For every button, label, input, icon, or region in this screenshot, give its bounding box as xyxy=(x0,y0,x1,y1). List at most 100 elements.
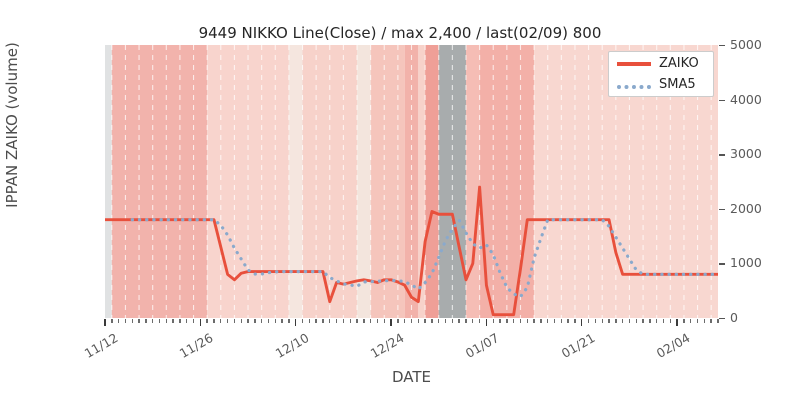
x-tick-mark-minor xyxy=(567,319,569,323)
background-band xyxy=(105,45,112,318)
x-tick-mark-minor xyxy=(703,319,706,323)
y-tick-label: 3000 xyxy=(730,146,762,162)
background-band xyxy=(418,45,426,318)
x-tick-mark-minor xyxy=(308,319,311,323)
series-line-zaiko xyxy=(105,185,718,317)
y-tick-label: 5000 xyxy=(730,37,762,52)
x-tick-mark-minor xyxy=(662,319,665,323)
x-tick-mark-minor xyxy=(601,319,603,323)
y-tick-mark xyxy=(719,99,725,101)
x-tick-mark-minor xyxy=(438,319,440,323)
x-tick-mark-minor xyxy=(478,319,481,323)
x-tick-mark-minor xyxy=(240,319,242,323)
x-tick-mark-minor xyxy=(356,319,358,323)
x-tick-mark-minor xyxy=(553,319,556,323)
x-tick-mark-minor xyxy=(117,319,120,323)
x-tick-mark-minor xyxy=(322,319,324,323)
x-tick-mark-minor xyxy=(431,319,433,323)
y-tick-label: 4000 xyxy=(730,91,762,107)
x-tick-mark-minor xyxy=(383,319,385,323)
x-tick-mark-minor xyxy=(288,319,290,323)
x-tick-mark-major xyxy=(199,319,202,326)
x-tick-mark-minor xyxy=(628,319,631,323)
legend-entry-zaiko[interactable]: ZAIKO xyxy=(609,54,715,75)
x-tick-mark-minor xyxy=(635,319,637,323)
y-tick-mark xyxy=(719,263,725,265)
background-band xyxy=(357,45,371,318)
x-axis-label: DATE xyxy=(391,368,432,386)
background-band xyxy=(111,45,208,318)
y-tick-mark xyxy=(719,154,725,156)
chart-figure: 9449 NIKKO Line(Close) / max 2,400 / las… xyxy=(3,24,762,386)
x-tick-mark-minor xyxy=(213,319,215,323)
x-tick-mark-minor xyxy=(260,319,263,323)
x-tick-mark-minor xyxy=(151,319,154,323)
x-tick-mark-major xyxy=(390,319,392,326)
x-tick-mark-minor xyxy=(165,319,167,323)
x-tick-mark-minor xyxy=(574,319,576,323)
x-tick-mark-minor xyxy=(506,319,508,323)
x-tick-mark-minor xyxy=(158,319,161,323)
plot-svg xyxy=(105,45,718,318)
legend-entry-sma5[interactable]: SMA5 xyxy=(609,75,715,96)
x-tick-mark-minor xyxy=(499,319,501,323)
background-band xyxy=(404,45,419,318)
x-tick-mark-minor xyxy=(424,319,426,323)
legend-label-sma5: SMA5 xyxy=(659,77,696,92)
x-tick-mark-minor xyxy=(247,319,249,323)
x-tick-mark-minor xyxy=(145,319,147,323)
background-band xyxy=(438,45,466,318)
x-tick-mark-minor xyxy=(608,319,610,323)
background-band xyxy=(479,45,535,318)
chart-legend: ZAIKO SMA5 xyxy=(608,51,714,97)
x-tick-mark-minor xyxy=(397,319,399,323)
x-tick-mark-minor xyxy=(410,319,413,323)
x-tick-mark-minor xyxy=(363,319,365,323)
x-tick-mark-minor xyxy=(417,319,419,323)
x-tick-mark-minor xyxy=(547,319,549,323)
x-tick-mark-minor xyxy=(540,319,542,323)
x-tick-mark-minor xyxy=(186,319,188,323)
x-tick-mark-minor xyxy=(267,319,270,323)
y-tick-label: 0 xyxy=(730,310,738,325)
x-tick-mark-minor xyxy=(274,319,276,323)
x-tick-mark-major xyxy=(295,319,297,326)
y-tick-mark xyxy=(719,208,725,211)
x-tick-mark-minor xyxy=(560,319,563,323)
x-tick-mark-minor xyxy=(683,319,685,323)
x-tick-mark-minor xyxy=(254,319,256,323)
x-tick-mark-minor xyxy=(649,319,651,323)
background-band xyxy=(465,45,480,318)
chart-title: 9449 NIKKO Line(Close) / max 2,400 / las… xyxy=(198,24,602,42)
x-tick-mark-minor xyxy=(403,319,406,323)
legend-swatch-sma5 xyxy=(617,85,651,89)
y-tick-label: 1000 xyxy=(730,255,762,271)
x-tick-mark-minor xyxy=(451,319,454,323)
x-tick-mark-minor xyxy=(472,319,474,323)
x-tick-mark-minor xyxy=(615,319,617,323)
data-series-layer xyxy=(105,185,718,317)
x-tick-mark-major xyxy=(676,319,678,326)
background-band xyxy=(425,45,439,318)
x-tick-mark-minor xyxy=(111,319,113,323)
x-tick-mark-minor xyxy=(124,319,127,323)
x-tick-mark-minor xyxy=(458,319,460,323)
x-tick-mark-minor xyxy=(690,319,692,323)
x-tick-mark-minor xyxy=(349,319,351,323)
x-tick-mark-minor xyxy=(512,319,515,323)
background-band xyxy=(288,45,303,318)
y-axis-label: IPPAN ZAIKO (volume) xyxy=(3,42,21,208)
x-tick-mark-minor xyxy=(206,319,208,323)
x-tick-mark-minor xyxy=(587,319,590,323)
x-tick-mark-minor xyxy=(315,319,317,323)
x-tick-mark-minor xyxy=(444,319,447,323)
plot-area xyxy=(105,45,718,318)
x-tick-mark-minor xyxy=(519,319,522,323)
x-tick-mark-minor xyxy=(621,319,624,323)
x-tick-mark-minor xyxy=(220,319,222,323)
x-tick-mark-minor xyxy=(138,319,140,323)
x-tick-mark-minor xyxy=(533,319,535,323)
x-tick-mark-minor xyxy=(669,319,671,323)
x-tick-mark-minor xyxy=(710,319,712,323)
x-tick-mark-minor xyxy=(696,319,699,323)
